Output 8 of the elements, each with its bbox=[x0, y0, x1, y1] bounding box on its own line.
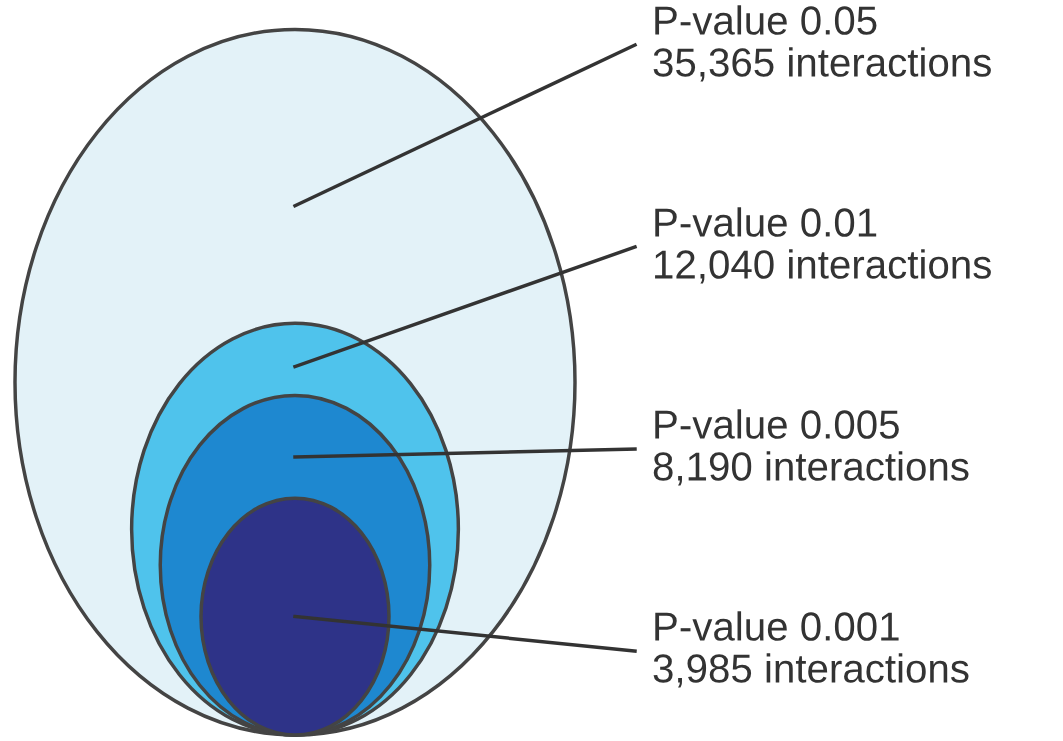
category-label: P-value 0.001 bbox=[655, 611, 899, 641]
data-label: 35,365 interactions bbox=[653, 47, 991, 82]
category-label: P-value 0.01 bbox=[655, 207, 877, 237]
category-label: P-value 0.005 bbox=[655, 409, 899, 439]
category-label: P-value 0.05 bbox=[655, 5, 877, 35]
data-label: 3,985 interactions bbox=[653, 653, 969, 688]
data-label: 12,040 interactions bbox=[655, 249, 991, 284]
data-label: 8,190 interactions bbox=[653, 451, 969, 486]
